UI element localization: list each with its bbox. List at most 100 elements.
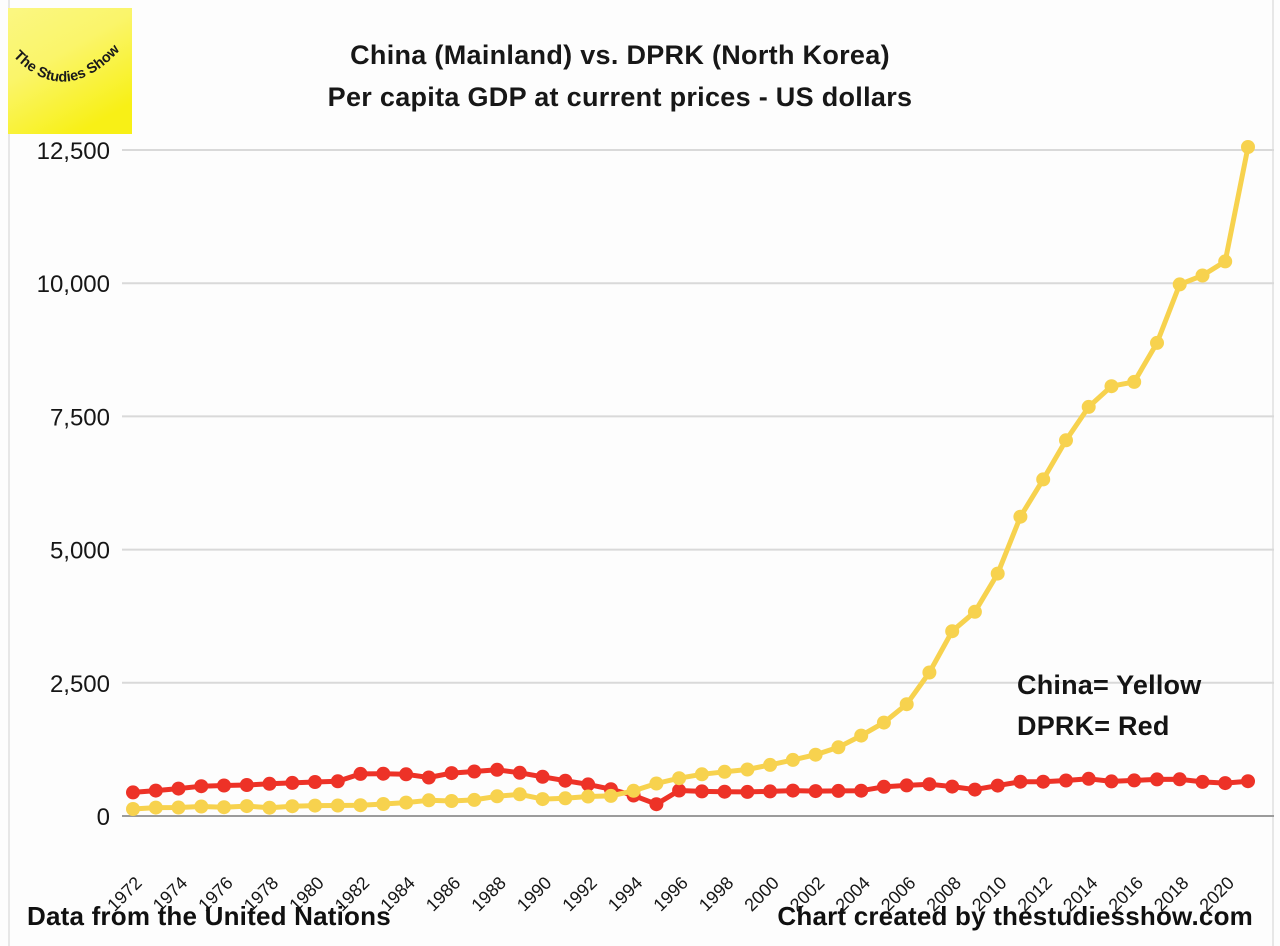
x-axis-tick-label: 1998 [695,873,737,915]
dprk-data-point [808,784,823,799]
dprk-data-point [1104,774,1119,789]
chart-title-line2: Per capita GDP at current prices - US do… [327,82,913,112]
china-data-point [376,797,391,811]
y-axis-tick-label: 5,000 [50,538,110,565]
dprk-data-point [239,778,254,792]
china-data-point [899,697,914,712]
dprk-data-point [512,765,527,780]
x-axis-tick-label: 1996 [649,873,691,915]
china-data-point [512,787,527,802]
china-data-point [217,800,231,815]
china-data-point [1195,268,1210,283]
dprk-data-point [990,778,1005,793]
china-data-point [717,764,732,779]
dprk-data-point [876,779,891,794]
footer-source-note: Data from the United Nations [27,901,391,931]
dprk-data-point [444,766,459,781]
china-data-point [922,665,937,680]
x-axis-tick-label: 1994 [604,873,646,915]
dprk-data-point [763,784,778,799]
footer-credit-note: Chart created by thestudiesshow.com [777,901,1253,931]
china-data-point [1104,379,1119,394]
x-axis-tick-label: 1988 [467,873,509,915]
china-data-point [740,762,755,777]
china-data-point [171,800,186,815]
china-data-point [535,792,550,807]
x-axis-tick-label: 1992 [558,873,600,915]
dprk-data-point [1172,772,1187,787]
dprk-data-point [694,784,709,799]
china-data-point [581,789,596,804]
china-data-point [967,604,982,619]
china-data-point [353,798,368,813]
dprk-data-point [1013,774,1028,789]
dprk-data-point [581,777,596,792]
y-axis-tick-label: 7,500 [50,404,110,431]
y-axis-tick-label: 10,000 [37,271,110,298]
dprk-data-point [831,783,846,798]
china-data-point [262,800,277,815]
china-data-point [672,771,687,786]
china-data-point [603,788,618,803]
frame-right-edge [1272,0,1274,946]
dprk-data-point [1081,771,1096,786]
china-data-point [239,799,254,814]
china-data-point [1218,254,1233,269]
dprk-data-point [353,766,368,781]
x-axis-tick-label: 1986 [422,873,464,915]
dprk-data-point [376,766,391,781]
dprk-data-point [535,769,550,784]
china-data-point [399,795,414,810]
studies-show-logo: The Studies Show [8,8,132,134]
china-data-point [490,789,505,804]
y-axis-tick-label: 12,500 [37,138,110,165]
china-data-point [421,793,436,808]
legend: China= Yellow DPRK= Red [1017,665,1201,747]
y-axis-tick-label: 2,500 [50,671,110,698]
y-axis-tick-label: 0 [97,804,110,831]
china-data-point [1059,433,1073,448]
dprk-data-point [558,773,573,788]
china-data-point [194,799,209,814]
china-data-point [1081,399,1096,414]
dprk-data-point [649,797,664,812]
china-data-point [444,794,459,808]
dprk-data-point [1059,773,1073,788]
legend-china-label: China= Yellow [1017,670,1202,700]
china-data-point [854,728,869,743]
china-data-point [990,566,1005,581]
china-data-point [558,791,573,806]
chart-title: China (Mainland) vs. DPRK (North Korea) … [0,34,1240,118]
dprk-data-point [171,781,186,796]
china-data-point [945,624,960,639]
china-data-point [876,715,891,730]
dprk-data-point [1195,774,1210,789]
dprk-data-point [854,783,869,798]
dprk-data-point [262,776,277,791]
dprk-data-point [217,778,231,793]
dprk-data-point [148,783,163,798]
legend-dprk-label: DPRK= Red [1017,711,1170,741]
china-data-point [148,800,163,815]
logo-background [8,8,132,134]
dprk-data-point [672,783,687,798]
dprk-data-point [1218,776,1233,791]
china-data-point [763,757,778,772]
dprk-data-point [399,767,414,782]
dprk-data-point [717,784,732,799]
china-data-point [785,752,800,767]
dprk-data-point [740,784,755,799]
dprk-data-point [785,783,800,798]
china-data-point [1127,374,1142,389]
dprk-data-point [1036,774,1051,789]
china-data-point [285,799,300,814]
china-data-point [1036,472,1051,487]
china-data-point [649,776,664,791]
dprk-data-point [1127,773,1142,788]
china-data-point [1241,140,1255,154]
china-data-point [126,802,140,816]
dprk-data-point [899,778,914,793]
china-data-point [330,798,345,813]
china-data-point [626,783,641,798]
